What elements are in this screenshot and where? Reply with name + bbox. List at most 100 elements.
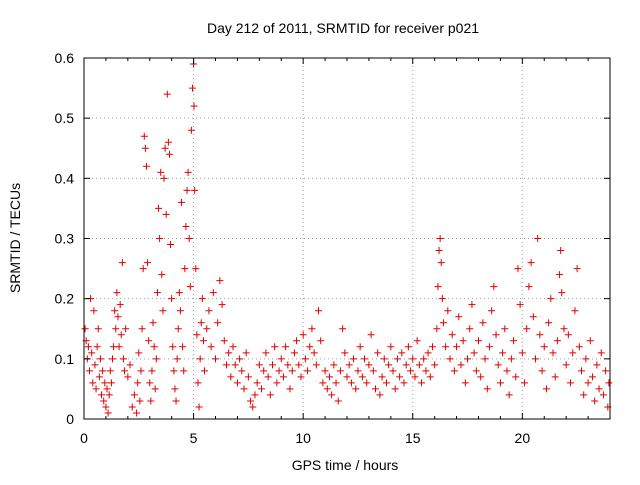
data-point	[499, 349, 507, 357]
data-point	[187, 126, 195, 134]
data-point	[98, 391, 106, 399]
data-point	[157, 168, 165, 176]
data-point	[584, 379, 592, 387]
data-point	[179, 343, 187, 351]
data-point	[553, 337, 561, 345]
data-point	[354, 367, 362, 375]
data-point	[317, 337, 325, 345]
data-point	[222, 361, 230, 369]
data-point	[186, 283, 194, 291]
data-point	[117, 331, 125, 339]
data-point	[95, 373, 103, 381]
data-point	[402, 361, 410, 369]
data-point	[159, 307, 167, 315]
data-point	[119, 355, 127, 363]
data-point	[111, 307, 119, 315]
data-point	[330, 361, 338, 369]
data-point	[290, 349, 298, 357]
data-point	[527, 259, 535, 267]
data-point	[105, 391, 113, 399]
data-point	[218, 301, 226, 309]
data-point	[144, 259, 152, 267]
data-point	[229, 343, 237, 351]
data-point	[273, 379, 281, 387]
data-point	[374, 349, 382, 357]
data-point	[328, 391, 336, 399]
data-point	[343, 373, 351, 381]
data-point	[605, 379, 613, 387]
data-point	[155, 204, 163, 212]
data-point	[578, 367, 586, 375]
y-tick-label: 0	[66, 411, 74, 427]
data-point	[312, 361, 320, 369]
data-point	[138, 325, 146, 333]
data-point	[562, 361, 570, 369]
data-point	[551, 373, 559, 381]
data-point	[88, 349, 96, 357]
data-point	[540, 343, 548, 351]
data-point	[153, 289, 161, 297]
data-point	[295, 361, 303, 369]
data-point	[262, 349, 270, 357]
data-point	[128, 403, 136, 411]
data-point	[436, 235, 444, 242]
data-point	[152, 355, 160, 363]
data-point	[409, 355, 417, 363]
data-point	[308, 325, 316, 333]
data-point	[137, 367, 145, 375]
data-point	[90, 307, 98, 315]
data-point	[258, 385, 266, 393]
data-point	[173, 355, 181, 363]
data-point	[93, 343, 101, 351]
data-point	[136, 397, 144, 405]
data-point	[126, 361, 134, 369]
data-point	[134, 379, 142, 387]
x-tick-label: 15	[405, 430, 421, 446]
data-point	[404, 343, 412, 351]
data-point	[121, 367, 129, 375]
data-point	[560, 325, 568, 333]
data-point	[542, 385, 550, 393]
data-point	[182, 222, 190, 230]
data-point	[496, 379, 504, 387]
data-point	[597, 349, 605, 357]
data-point	[209, 289, 217, 297]
data-point	[350, 355, 358, 363]
data-point	[512, 373, 520, 381]
data-point	[439, 319, 447, 327]
data-point	[323, 385, 331, 393]
data-point	[101, 379, 109, 387]
data-point	[91, 361, 99, 369]
data-point	[389, 367, 397, 375]
data-point	[142, 162, 150, 170]
data-point	[378, 373, 386, 381]
data-point	[164, 138, 172, 146]
data-point	[450, 367, 458, 375]
data-point	[398, 349, 406, 357]
data-point	[94, 325, 102, 333]
data-point	[190, 102, 198, 110]
data-point	[162, 210, 170, 218]
data-point	[169, 343, 177, 351]
data-point	[545, 319, 553, 327]
data-point	[424, 349, 432, 357]
data-point	[203, 325, 211, 333]
data-point	[407, 367, 415, 375]
data-point	[415, 361, 423, 369]
data-point	[236, 355, 244, 363]
data-point	[108, 355, 116, 363]
data-point	[156, 235, 164, 242]
data-point	[468, 301, 476, 309]
data-point	[529, 313, 537, 321]
data-point	[81, 325, 89, 333]
data-point	[470, 349, 478, 357]
data-point	[457, 361, 465, 369]
data-point	[523, 325, 531, 333]
data-point	[231, 361, 239, 369]
data-point	[306, 343, 314, 351]
data-point	[271, 343, 279, 351]
data-point	[494, 361, 502, 369]
data-point	[503, 367, 511, 375]
data-point	[282, 343, 290, 351]
